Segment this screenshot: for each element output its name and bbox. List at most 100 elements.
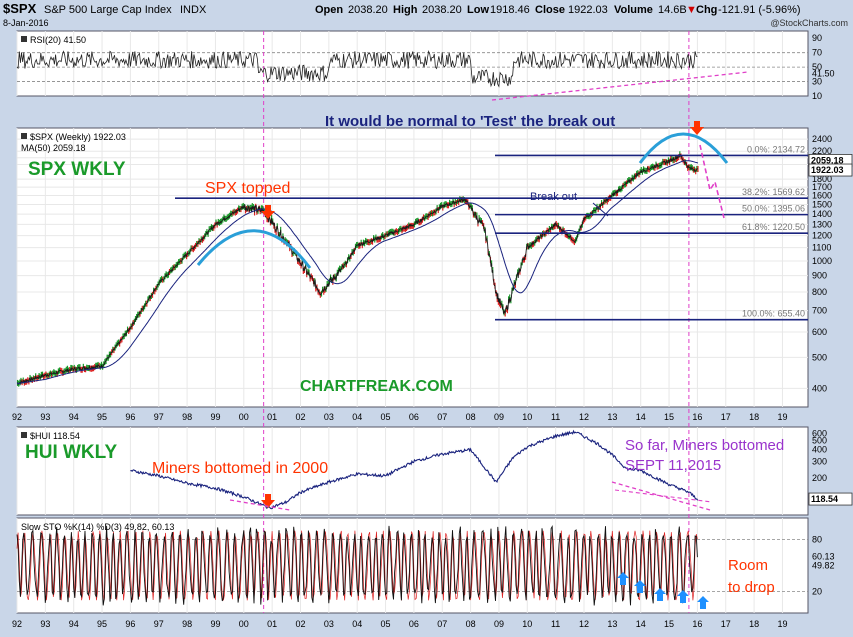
- hui-trendline-2000: [229, 499, 291, 511]
- sto-y-tick: 20: [812, 587, 822, 597]
- room-label-line2: to drop: [728, 579, 775, 596]
- price-y-tick: 1400: [812, 209, 832, 219]
- x-tick-label-08: 08: [466, 619, 476, 629]
- sto-y-tick: 80: [812, 534, 822, 544]
- test-arrow: [690, 121, 704, 135]
- x-tick-label-04: 04: [352, 619, 362, 629]
- x-tick-label-95: 95: [97, 412, 107, 422]
- x-tick-label-97: 97: [154, 619, 164, 629]
- x-tick-label-06: 06: [409, 619, 419, 629]
- blue-up-arrow-1: [617, 572, 629, 585]
- x-tick-label-12: 12: [579, 412, 589, 422]
- price-y-tick: 800: [812, 287, 827, 297]
- chartfreak-watermark: CHARTFREAK.COM: [300, 378, 453, 395]
- rsi-y-tick: 41.50: [812, 68, 835, 78]
- x-tick-label-98: 98: [182, 412, 192, 422]
- price-y-tick: 1500: [812, 200, 832, 210]
- x-tick-label-18: 18: [749, 619, 759, 629]
- close-label: Close: [535, 4, 565, 16]
- price-y-tick: 1300: [812, 219, 832, 229]
- x-tick-label-07: 07: [437, 412, 447, 422]
- date-label: 8-Jan-2016: [3, 18, 49, 28]
- x-tick-label-03: 03: [324, 412, 334, 422]
- hui-trendline-lower: [614, 489, 713, 503]
- x-tick-label-93: 93: [40, 619, 50, 629]
- x-tick-label-07: 07: [437, 619, 447, 629]
- price-y-tick: 700: [812, 306, 827, 316]
- x-tick-label-15: 15: [664, 619, 674, 629]
- legends: RSI(20) 41.50 $SPX (Weekly) 1922.03 MA(5…: [21, 35, 174, 532]
- fib-label: 61.8%: 1220.50: [742, 222, 805, 232]
- rsi-line: [16, 50, 698, 88]
- price-y-tick: 2400: [812, 134, 832, 144]
- sto-y-tick: 49.82: [812, 561, 835, 571]
- x-tick-label-97: 97: [154, 412, 164, 422]
- miners-arrow: [261, 494, 275, 508]
- blue-up-arrow-5: [697, 596, 709, 609]
- projection-path: [699, 144, 725, 219]
- x-tick-label-01: 01: [267, 412, 277, 422]
- x-tick-label-02: 02: [295, 619, 305, 629]
- x-tick-label-08: 08: [466, 412, 476, 422]
- x-tick-label-13: 13: [607, 619, 617, 629]
- close-value: 1922.03: [568, 4, 608, 16]
- x-tick-label-96: 96: [125, 619, 135, 629]
- price-y-tick: 400: [812, 383, 827, 393]
- rsi-y-tick: 30: [812, 77, 822, 87]
- fib-label: 50.0%: 1395.06: [742, 204, 805, 214]
- x-tick-label-00: 00: [239, 412, 249, 422]
- annotations: It would be normal to 'Test' the break o…: [25, 113, 784, 596]
- x-tick-label-05: 05: [381, 619, 391, 629]
- rsi-y-tick: 10: [812, 91, 822, 101]
- x-tick-label-02: 02: [295, 412, 305, 422]
- x-tick-label-99: 99: [210, 412, 220, 422]
- change-arrow-icon: ▼: [686, 4, 697, 16]
- x-tick-label-13: 13: [607, 412, 617, 422]
- x-tick-label-09: 09: [494, 412, 504, 422]
- rsi-trendline: [491, 71, 749, 101]
- spx-topped-label: SPX topped: [205, 180, 290, 197]
- x-tick-label-06: 06: [409, 412, 419, 422]
- price-y-tick: 1000: [812, 256, 832, 266]
- x-tick-label-11: 11: [551, 619, 560, 629]
- x-tick-label-16: 16: [692, 412, 702, 422]
- hui-legend: $HUI 118.54: [30, 431, 80, 441]
- spx-top-arrow: [261, 205, 275, 219]
- symbol: $SPX: [3, 1, 37, 16]
- blue-up-arrow-3: [654, 588, 666, 601]
- last-price-tag-box: [808, 163, 853, 177]
- x-tick-label-98: 98: [182, 619, 192, 629]
- chg-label: Chg: [696, 4, 717, 16]
- rsi-y-tick: 50: [812, 62, 822, 72]
- hui-price-tag: 118.54: [811, 494, 838, 504]
- x-tick-label-12: 12: [579, 619, 589, 629]
- x-tick-label-15: 15: [664, 412, 674, 422]
- x-tick-label-11: 11: [551, 412, 560, 422]
- last-price-tag: 1922.03: [811, 165, 844, 175]
- price-y-tick: 2200: [812, 146, 832, 156]
- x-tick-label-94: 94: [69, 619, 79, 629]
- fib-label: 100.0%: 655.40: [742, 309, 805, 319]
- fib-label: 38.2%: 1569.62: [742, 187, 805, 197]
- volume-label: Volume: [614, 4, 653, 16]
- x-tick-label-14: 14: [636, 412, 646, 422]
- hui-y-tick: 200: [812, 473, 827, 483]
- hui-y-tick: 300: [812, 456, 827, 466]
- fib-label: 0.0%: 2134.72: [747, 144, 805, 154]
- ma-legend: MA(50) 2059.18: [21, 143, 86, 153]
- sto-d-line: [16, 530, 698, 601]
- index-name: S&P 500 Large Cap Index: [44, 4, 172, 16]
- so-far-label-line2: SEPT 11,2015: [625, 457, 721, 474]
- open-value: 2038.20: [348, 4, 388, 16]
- low-value: 1918.46: [490, 4, 530, 16]
- sto-y-tick: 60.13: [812, 552, 835, 562]
- x-tick-label-10: 10: [522, 619, 532, 629]
- price-legend: $SPX (Weekly) 1922.03: [30, 132, 126, 142]
- hui-trendline-upper: [611, 481, 711, 511]
- rsi-y-tick: 90: [812, 33, 822, 43]
- price-y-tick: 900: [812, 271, 827, 281]
- volume-value: 14.6B: [658, 4, 687, 16]
- top-arc-2015: [638, 132, 729, 164]
- price-y-tick: 500: [812, 352, 827, 362]
